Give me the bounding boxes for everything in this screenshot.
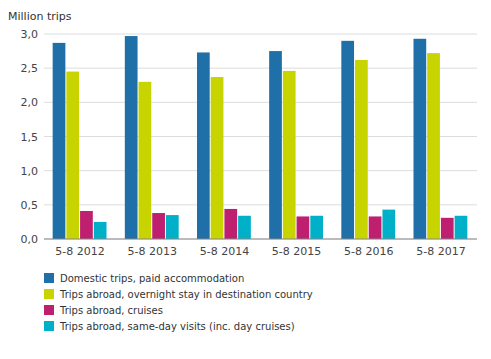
grid-line	[44, 34, 477, 35]
bar	[341, 41, 354, 239]
legend-label: Trips abroad, same-day visits (inc. day …	[59, 321, 295, 332]
bar	[152, 213, 165, 239]
bar	[125, 36, 138, 239]
grid-line	[44, 170, 477, 171]
bar	[224, 209, 237, 239]
x-tick-label: 5-8 2012	[55, 245, 104, 258]
bar	[427, 53, 440, 239]
bar	[413, 39, 426, 239]
bar	[211, 77, 224, 239]
bar	[441, 218, 454, 239]
legend-label: Domestic trips, paid accommodation	[60, 273, 244, 284]
x-tick-label: 5-8 2016	[344, 245, 393, 258]
bar	[94, 222, 107, 239]
x-axis-line	[44, 239, 477, 240]
legend-swatch	[44, 321, 54, 331]
grid	[44, 34, 477, 239]
grid-line	[44, 136, 477, 137]
legend-swatch	[44, 305, 54, 315]
x-tick-label: 5-8 2014	[200, 245, 249, 258]
grid-line	[44, 239, 477, 240]
y-tick-label: 2,5	[21, 62, 39, 75]
bar	[297, 216, 310, 239]
grid-line	[44, 68, 477, 69]
legend-swatch	[44, 289, 54, 299]
bar	[269, 51, 282, 239]
legend-swatch	[44, 273, 54, 283]
bar	[369, 216, 382, 239]
bar	[66, 72, 79, 239]
bar	[238, 216, 251, 239]
bar	[80, 211, 93, 239]
y-tick-label: 1,0	[21, 165, 39, 178]
bar	[382, 210, 395, 239]
bars	[53, 36, 468, 239]
y-axis-label: Million trips	[8, 10, 72, 23]
x-tick-label: 5-8 2017	[416, 245, 465, 258]
bar	[53, 43, 66, 239]
x-tick-label: 5-8 2015	[272, 245, 321, 258]
y-tick-label: 0,5	[21, 199, 39, 212]
legend-label: Trips abroad, cruises	[59, 305, 163, 316]
bar	[355, 60, 368, 239]
y-tick-label: 2,0	[21, 96, 39, 109]
y-tick-label: 3,0	[21, 28, 39, 41]
legend: Domestic trips, paid accommodation Trips …	[44, 273, 313, 332]
grid-line	[44, 204, 477, 205]
grid-line	[44, 102, 477, 103]
y-tick-label: 1,5	[21, 131, 39, 144]
chart: Million trips 0,0 0,5 1,0 1,5 2,0 2,5 3,0 5-8 20…	[0, 0, 491, 359]
x-tick-label: 5-8 2013	[128, 245, 177, 258]
bar	[310, 216, 323, 239]
y-tick-label: 0,0	[21, 233, 39, 246]
bar	[283, 71, 296, 239]
legend-label: Trips abroad, overnight stay in destinat…	[59, 289, 313, 300]
bar	[455, 216, 468, 239]
bar	[139, 82, 152, 239]
bar	[197, 52, 210, 239]
bar	[166, 215, 179, 239]
